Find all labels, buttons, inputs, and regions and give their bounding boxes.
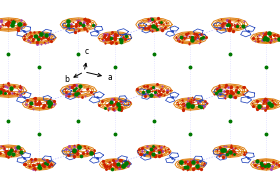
Text: a: a (108, 73, 112, 82)
Text: c: c (85, 47, 89, 56)
Text: b: b (64, 75, 69, 84)
